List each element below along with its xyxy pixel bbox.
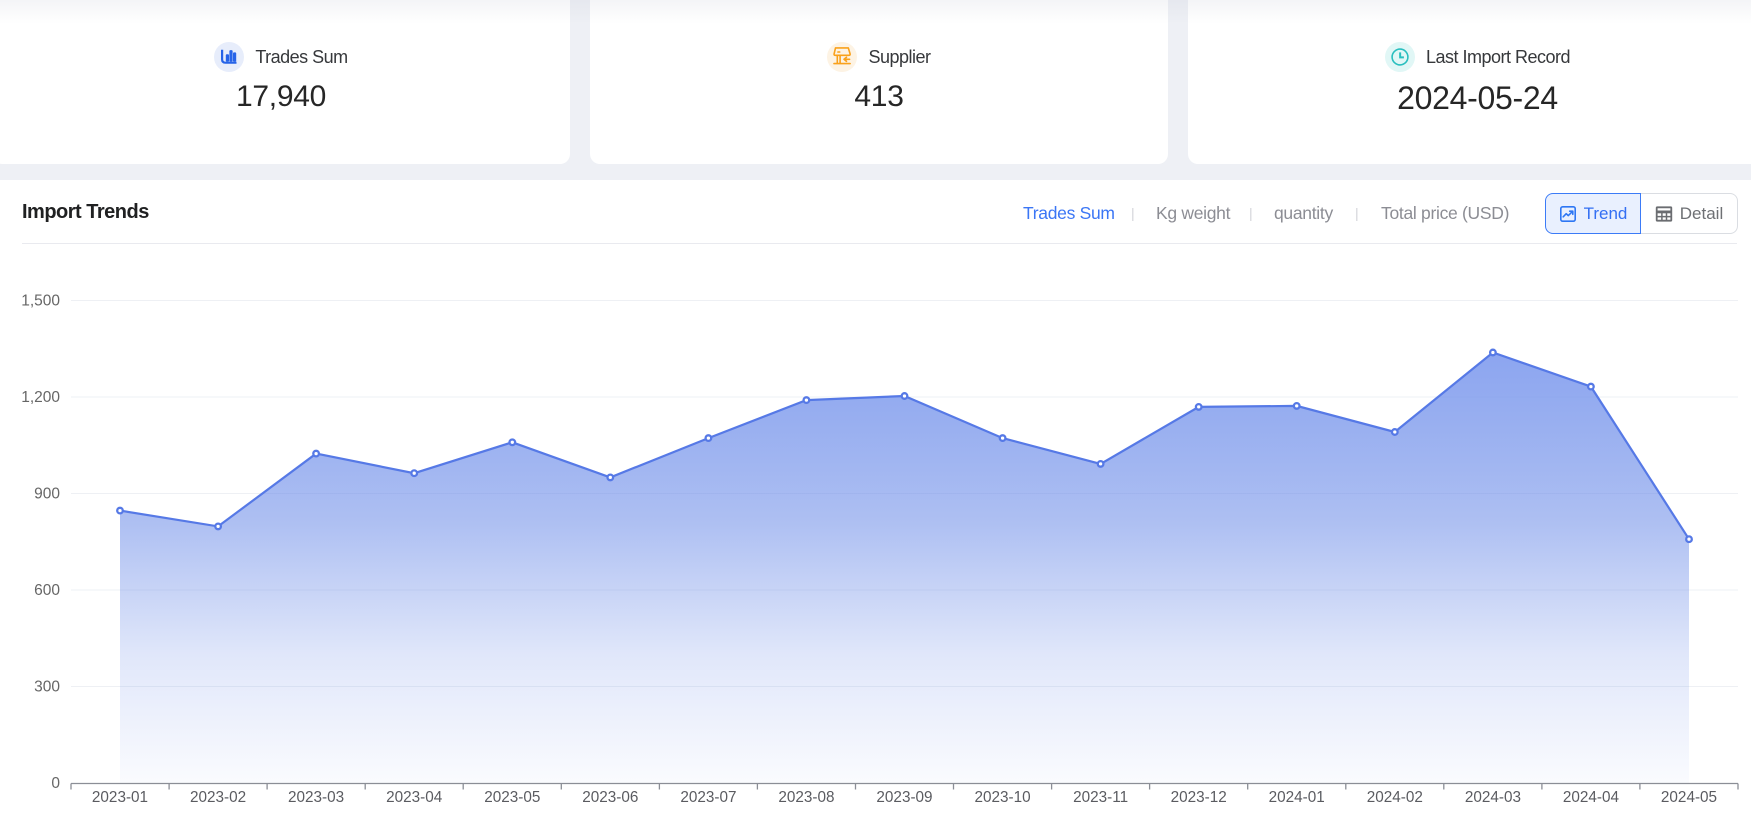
svg-text:2024-05: 2024-05	[1661, 789, 1717, 806]
svg-text:300: 300	[34, 679, 60, 696]
svg-text:2023-01: 2023-01	[92, 789, 148, 806]
svg-text:2024-04: 2024-04	[1563, 789, 1620, 806]
svg-text:2023-10: 2023-10	[975, 789, 1031, 806]
svg-text:2023-12: 2023-12	[1171, 789, 1227, 806]
svg-text:2024-03: 2024-03	[1465, 789, 1521, 806]
svg-text:2023-06: 2023-06	[582, 789, 638, 806]
svg-text:2023-05: 2023-05	[484, 789, 540, 806]
svg-text:1,500: 1,500	[21, 293, 60, 310]
svg-text:2024-01: 2024-01	[1269, 789, 1325, 806]
svg-text:2024-02: 2024-02	[1367, 789, 1423, 806]
svg-text:2023-07: 2023-07	[680, 789, 736, 806]
svg-text:2023-03: 2023-03	[288, 789, 344, 806]
svg-text:2023-04: 2023-04	[386, 789, 443, 806]
svg-text:900: 900	[34, 486, 60, 503]
svg-text:0: 0	[51, 775, 60, 792]
svg-text:2023-08: 2023-08	[778, 789, 834, 806]
svg-text:2023-11: 2023-11	[1073, 789, 1128, 806]
svg-text:1,200: 1,200	[21, 389, 60, 406]
svg-text:2023-09: 2023-09	[876, 789, 932, 806]
svg-text:2023-02: 2023-02	[190, 789, 246, 806]
svg-text:600: 600	[34, 582, 60, 599]
